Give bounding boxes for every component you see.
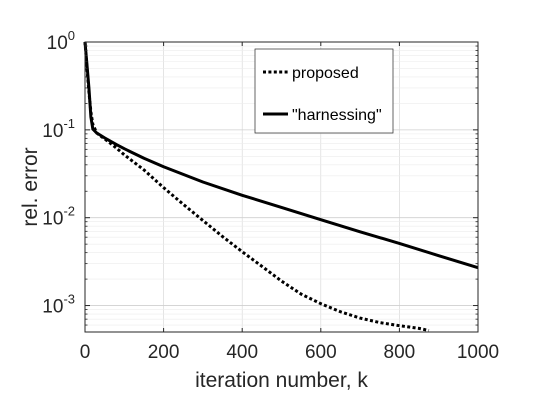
x-axis-label: iteration number, k [195, 369, 368, 392]
series-group [83, 41, 479, 332]
legend: proposed "harnessing" [254, 48, 394, 134]
series-harnessing-line [83, 41, 479, 270]
plot-frame [84, 41, 479, 333]
y-tick-label: 10-3 [42, 292, 75, 318]
x-tick-label: 600 [305, 342, 337, 363]
y-tick-label: 10-2 [42, 204, 75, 230]
ticks [84, 41, 479, 333]
x-tick-label: 400 [226, 342, 258, 363]
tick-labels: 0 200 400 600 800 1000 100 10-1 10-2 10-3 [42, 28, 499, 363]
y-tick-label: 10-1 [42, 116, 75, 142]
x-tick-label: 200 [148, 342, 180, 363]
y-axis-label: rel. error [19, 147, 42, 226]
legend-box [254, 48, 394, 134]
legend-label-proposed: proposed [292, 65, 359, 82]
legend-label-harnessing: "harnessing" [292, 107, 382, 124]
y-tick-label: 100 [47, 28, 75, 54]
x-tick-label: 800 [384, 342, 416, 363]
x-tick-label: 0 [80, 342, 91, 363]
series-proposed-line [83, 41, 430, 332]
x-tick-label: 1000 [457, 342, 499, 363]
